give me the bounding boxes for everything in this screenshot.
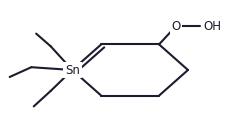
Text: Sn: Sn	[65, 64, 80, 76]
Text: O: O	[171, 20, 181, 33]
Text: OH: OH	[204, 20, 222, 33]
